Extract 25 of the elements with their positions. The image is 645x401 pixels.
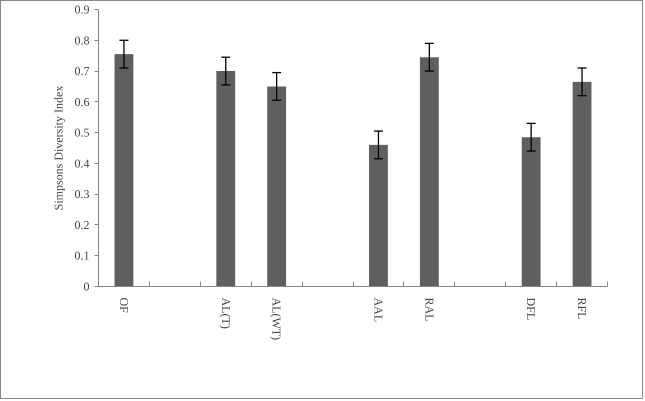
y-tick-label: 0.6 xyxy=(74,94,90,109)
bar xyxy=(572,82,592,286)
bar xyxy=(420,57,439,286)
x-tick-label: AL(WT) xyxy=(270,298,284,340)
y-tick-label: 0.9 xyxy=(74,2,90,16)
y-tick-label: 0.5 xyxy=(74,126,90,140)
x-tick-label: AL(T) xyxy=(218,298,233,329)
y-tick-label: 0.1 xyxy=(74,248,90,263)
x-tick-label: OF xyxy=(116,298,131,314)
x-tick-label: RAL xyxy=(422,298,436,322)
y-axis-title: Simpsons Diversity Index xyxy=(52,86,66,210)
y-tick-label: 0.8 xyxy=(74,33,90,48)
y-tick-label: 0.2 xyxy=(74,218,90,232)
bar xyxy=(369,144,388,286)
y-tick-label: 0.4 xyxy=(74,156,90,170)
y-tick-label: 0.7 xyxy=(74,64,90,78)
x-tick-label: AAL xyxy=(371,298,386,322)
y-tick-label: 0.3 xyxy=(74,187,90,202)
bar xyxy=(114,54,134,286)
bar xyxy=(267,86,286,286)
x-tick-label: DFL xyxy=(524,298,538,320)
bar xyxy=(216,71,236,286)
x-tick-label: RFL xyxy=(575,298,590,320)
bar xyxy=(522,137,541,286)
y-tick-label: 0 xyxy=(84,280,90,294)
